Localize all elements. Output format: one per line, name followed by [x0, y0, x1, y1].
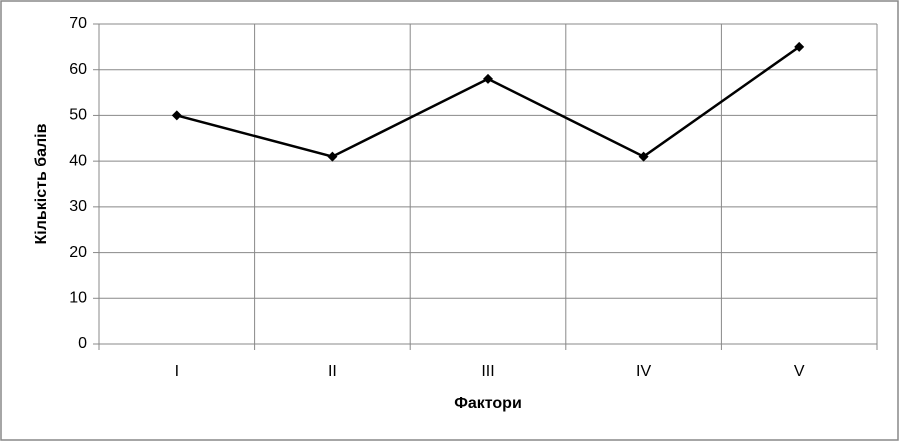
x-tick-label: IV [636, 363, 651, 380]
y-tick-label: 70 [69, 15, 87, 32]
data-point [638, 151, 649, 162]
data-point [794, 41, 805, 52]
x-axis-title: Фактори [454, 395, 522, 412]
y-tick-label: 30 [69, 198, 87, 215]
data-point [327, 151, 338, 162]
x-tick-label: V [794, 363, 805, 380]
x-tick-label: II [328, 363, 337, 380]
y-tick-label: 10 [69, 290, 87, 307]
y-tick-label: 0 [78, 335, 87, 352]
y-tick-label: 50 [69, 107, 87, 124]
y-tick-label: 60 [69, 61, 87, 78]
y-tick-label: 40 [69, 152, 87, 169]
y-tick-label: 20 [69, 244, 87, 261]
data-point [483, 73, 493, 84]
data-point [171, 110, 182, 121]
x-tick-label: I [175, 363, 179, 380]
y-axis-title: Кількість балів [33, 123, 50, 244]
x-tick-label: III [481, 363, 494, 380]
